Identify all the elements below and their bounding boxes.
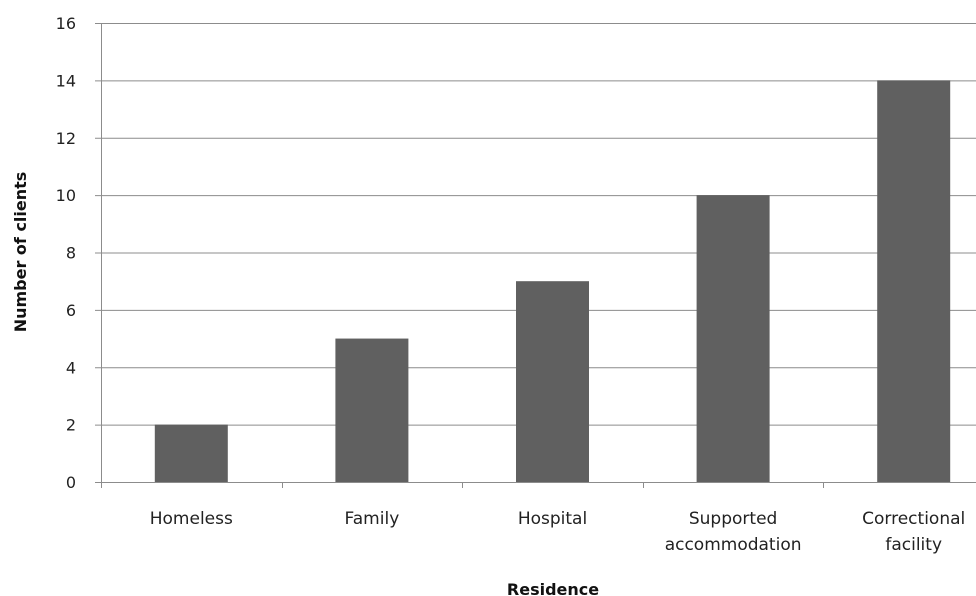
x-tick-label: Correctional [862,509,965,529]
y-tick-label: 8 [66,244,76,263]
bars [154,80,951,482]
y-tick-label: 16 [56,14,76,33]
x-tick-label: Family [345,509,400,529]
y-tick-label: 2 [66,416,76,435]
x-tick-label: Hospital [518,509,587,529]
bar [516,281,589,482]
x-axis [101,482,976,488]
y-tick-label: 0 [66,473,76,492]
bar [877,80,951,482]
bar [696,195,770,482]
y-tick-label: 12 [56,129,76,148]
y-tick-label: 14 [56,71,76,90]
y-tick-label: 4 [66,358,76,377]
bar [335,338,409,482]
x-tick-labels: Homeless Family Hospital Supported accommoda… [150,509,966,555]
bar [154,424,228,482]
y-tick-label: 6 [66,301,76,320]
x-tick-label: facility [885,535,942,555]
x-axis-title: Residence [507,580,599,596]
x-tick-label: accommodation [665,535,802,555]
y-axis: 0 2 4 6 8 10 12 14 16 [56,14,102,492]
y-axis-title: Number of clients [11,172,30,333]
x-tick-label: Homeless [150,509,233,529]
x-tick-label: Supported [689,509,777,529]
y-tick-label: 10 [56,186,76,205]
